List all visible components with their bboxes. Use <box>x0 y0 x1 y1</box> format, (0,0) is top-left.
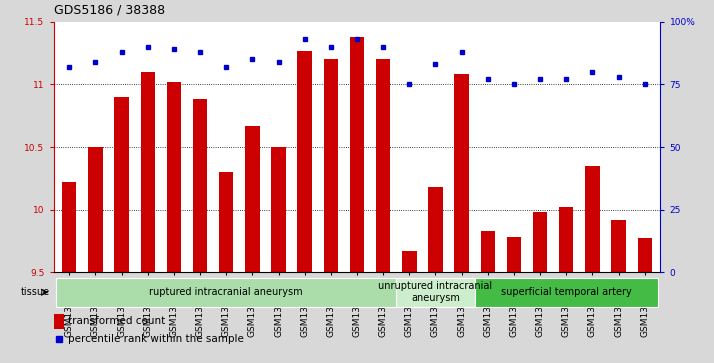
Text: percentile rank within the sample: percentile rank within the sample <box>68 334 243 344</box>
Bar <box>141 72 155 272</box>
Bar <box>56 277 396 307</box>
Bar <box>481 231 495 272</box>
Bar <box>54 314 64 329</box>
Bar <box>396 277 475 307</box>
Bar <box>376 60 391 272</box>
Bar <box>402 251 416 272</box>
Bar <box>559 207 573 272</box>
Bar <box>428 187 443 272</box>
Bar <box>611 220 625 272</box>
Text: transformed count: transformed count <box>68 316 165 326</box>
Text: unruptured intracranial
aneurysm: unruptured intracranial aneurysm <box>378 281 493 303</box>
Text: GDS5186 / 38388: GDS5186 / 38388 <box>54 4 165 17</box>
Bar <box>219 172 233 272</box>
Bar <box>533 212 548 272</box>
Bar <box>350 37 364 272</box>
Text: ruptured intracranial aneurysm: ruptured intracranial aneurysm <box>149 287 303 297</box>
Bar <box>298 50 312 272</box>
Bar <box>507 237 521 272</box>
Bar <box>271 147 286 272</box>
Bar <box>193 99 207 272</box>
Bar <box>166 82 181 272</box>
Bar <box>475 277 658 307</box>
Bar <box>89 147 103 272</box>
Text: tissue: tissue <box>21 287 50 297</box>
Bar <box>323 60 338 272</box>
Bar <box>62 182 76 272</box>
Bar <box>585 166 600 272</box>
Bar <box>114 97 129 272</box>
Bar <box>638 238 652 272</box>
Bar <box>245 126 260 272</box>
Text: superficial temporal artery: superficial temporal artery <box>501 287 632 297</box>
Bar <box>454 74 469 272</box>
